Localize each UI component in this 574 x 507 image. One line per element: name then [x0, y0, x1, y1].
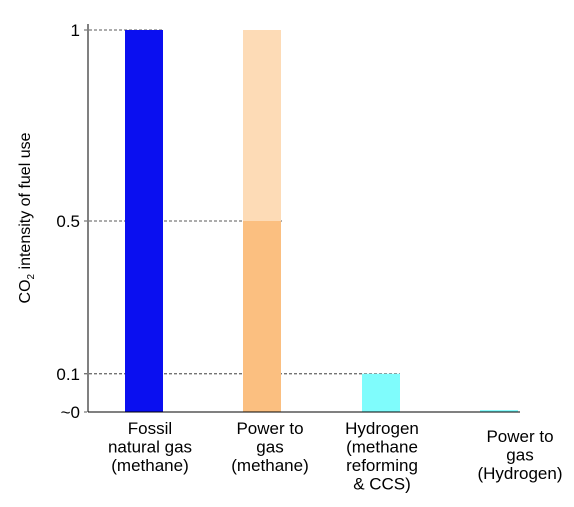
- bar-4-segment-1: [480, 410, 518, 412]
- y-tick-label-2: 0.5: [56, 212, 80, 231]
- y-axis-title-main: CO: [17, 279, 34, 303]
- y-axis-title-subscript: 2: [26, 273, 37, 279]
- category-label-2-line-2: gas: [256, 438, 283, 457]
- y-axis-title: CO2 intensity of fuel use: [17, 132, 37, 303]
- bar-3-segment-1: [362, 373, 400, 412]
- category-label-3-line-3: reforming: [346, 456, 418, 475]
- category-label-3-line-4: & CCS): [353, 475, 411, 494]
- category-label-3-line-2: (methane: [346, 438, 418, 457]
- category-labels: Fossil natural gas (methane)Power to gas (me…: [108, 419, 563, 494]
- y-axis-title-rest: intensity of fuel use: [17, 132, 34, 274]
- y-tick-label-3: 0.1: [56, 365, 80, 384]
- category-label-4: Power to gas (Hydrogen): [477, 427, 562, 483]
- category-label-1-line-2: natural gas: [108, 438, 192, 457]
- bar-2-segment-1: [243, 221, 281, 412]
- category-label-4-line-3: (Hydrogen): [477, 464, 562, 483]
- y-tick-labels: 1 0.5 0.1 ~0: [56, 21, 80, 422]
- category-label-1-line-3: (methane): [111, 456, 188, 475]
- category-label-3-line-1: Hydrogen: [345, 419, 419, 438]
- category-label-3: Hydrogen (methane reforming & CCS): [345, 419, 419, 494]
- category-label-1-line-1: Fossil: [128, 419, 172, 438]
- category-label-1: Fossil natural gas (methane): [108, 419, 192, 475]
- y-tick-label-1: 1: [71, 21, 80, 40]
- category-label-4-line-2: gas: [506, 446, 533, 465]
- category-label-4-line-1: Power to: [486, 427, 553, 446]
- bar-2-segment-2: [243, 30, 281, 221]
- y-tick-label-4: ~0: [61, 403, 80, 422]
- bar-1-segment-1: [125, 30, 163, 412]
- category-label-2-line-3: (methane): [231, 456, 308, 475]
- category-label-2: Power to gas (methane): [231, 419, 308, 475]
- category-label-2-line-1: Power to: [236, 419, 303, 438]
- bars: [125, 30, 518, 412]
